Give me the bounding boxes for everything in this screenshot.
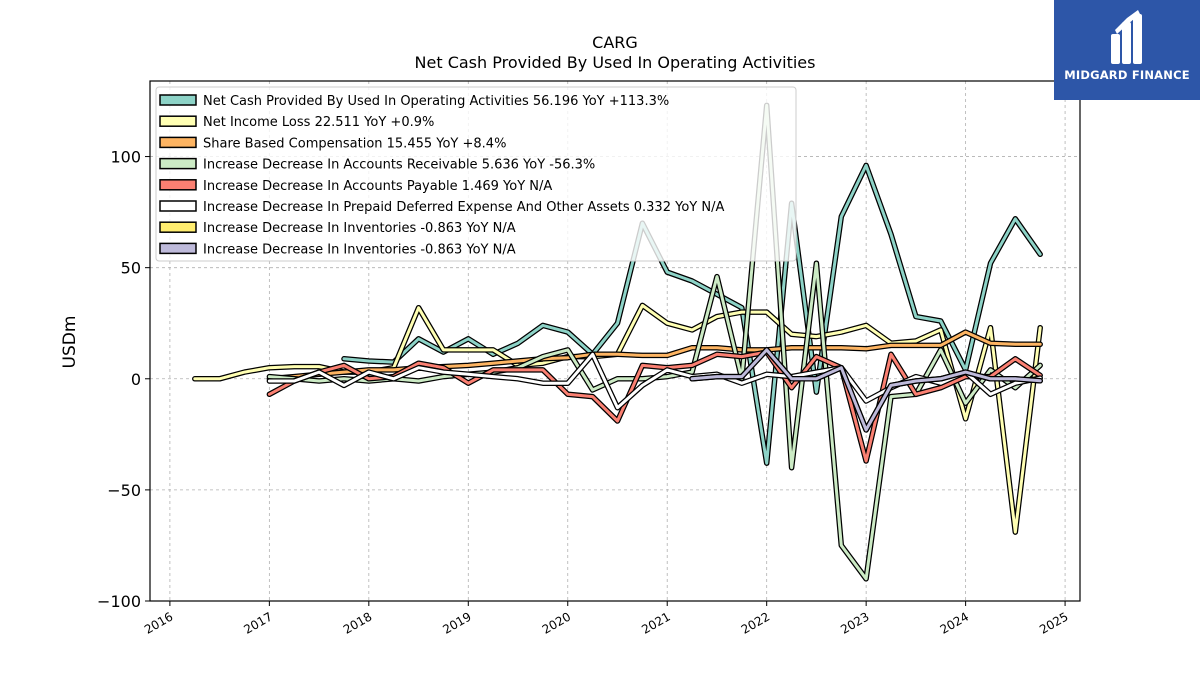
legend-item: Increase Decrease In Inventories -0.863 …	[159, 221, 516, 236]
x-tick-label: 2024	[938, 609, 971, 636]
y-axis-label: USDm	[60, 316, 80, 369]
legend-label: Increase Decrease In Inventories -0.863 …	[203, 242, 516, 257]
legend-swatch	[159, 221, 197, 233]
legend-swatch	[159, 242, 197, 255]
y-tick-label: −100	[97, 592, 141, 611]
legend-item: Share Based Compensation 15.455 YoY +8.4…	[159, 136, 506, 151]
x-tick-label: 2019	[440, 609, 473, 636]
x-tick-label: 2017	[241, 609, 274, 636]
series-line-0	[341, 162, 1043, 466]
series-line-5	[266, 351, 1043, 411]
legend-box	[155, 86, 797, 262]
x-tick-label: 2022	[739, 609, 772, 636]
brand-logo: MIDGARD FINANCE	[1054, 0, 1200, 100]
legend-swatch	[159, 94, 197, 106]
legend-swatch	[159, 136, 197, 149]
legend-label: Increase Decrease In Inventories -0.863 …	[203, 221, 516, 236]
y-tick-label: −50	[107, 481, 141, 500]
legend-item: Net Cash Provided By Used In Operating A…	[159, 94, 669, 109]
series-lines	[192, 102, 1043, 582]
legend-swatch	[159, 200, 197, 212]
brand-name: MIDGARD FINANCE	[1064, 68, 1190, 82]
legend-swatch	[159, 157, 197, 170]
brand-mark-icon	[1111, 10, 1142, 64]
legend-item: Increase Decrease In Accounts Payable 1.…	[159, 179, 552, 194]
legend-label: Increase Decrease In Accounts Receivable…	[203, 158, 595, 173]
legend-label: Net Cash Provided By Used In Operating A…	[203, 94, 669, 109]
x-tick-label: 2021	[639, 609, 672, 636]
y-tick-label: 0	[131, 370, 141, 389]
y-tick-label: 50	[121, 259, 141, 278]
y-tick-label: 100	[110, 148, 141, 167]
plot-frame	[149, 80, 1081, 602]
legend-item: Increase Decrease In Prepaid Deferred Ex…	[159, 200, 724, 215]
x-tick-label: 2018	[341, 609, 374, 636]
x-tick-label: 2025	[1037, 609, 1070, 636]
legend-label: Net Income Loss 22.511 YoY +0.9%	[203, 115, 434, 130]
legend-label: Share Based Compensation 15.455 YoY +8.4…	[203, 136, 506, 151]
legend-label: Increase Decrease In Accounts Payable 1.…	[203, 179, 552, 194]
legend-swatch	[159, 179, 197, 191]
legend-swatch	[159, 115, 197, 127]
chart-subtitle: Net Cash Provided By Used In Operating A…	[415, 53, 816, 72]
legend-item: Increase Decrease In Inventories -0.863 …	[159, 242, 516, 257]
series-line-7	[689, 347, 1043, 433]
legend-item: Net Income Loss 22.511 YoY +0.9%	[159, 115, 434, 130]
legend-label: Increase Decrease In Prepaid Deferred Ex…	[203, 200, 724, 215]
series-line-2	[266, 329, 1043, 382]
x-tick-label: 2016	[142, 609, 175, 636]
legend: Net Cash Provided By Used In Operating A…	[155, 86, 797, 262]
x-tick-label: 2020	[540, 609, 573, 636]
x-tick-label: 2023	[838, 609, 871, 636]
chart-title: CARG	[592, 33, 638, 52]
legend-item: Increase Decrease In Accounts Receivable…	[159, 157, 595, 173]
